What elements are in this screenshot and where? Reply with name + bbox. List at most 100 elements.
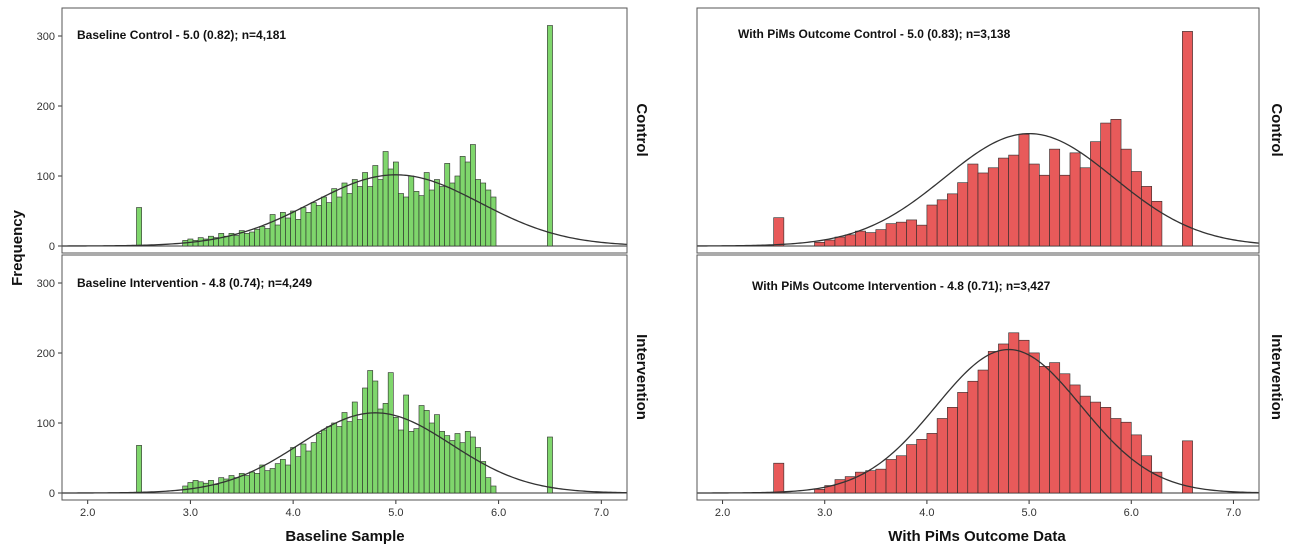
y-tick-label: 200 xyxy=(37,348,55,360)
histogram-bar xyxy=(233,477,240,494)
row-strip-label: Intervention xyxy=(633,334,650,420)
panel-frame xyxy=(61,254,628,501)
histogram-bar xyxy=(1069,152,1081,247)
histogram-bar xyxy=(464,431,471,494)
histogram-bar xyxy=(475,447,481,494)
normal-curve xyxy=(62,412,628,494)
histogram-bar xyxy=(1039,366,1050,494)
histogram-bar xyxy=(295,456,302,494)
histogram-bar xyxy=(906,219,917,247)
y-tick-label: 300 xyxy=(37,278,55,290)
histogram-bar xyxy=(1182,440,1193,494)
histogram-bar xyxy=(187,482,194,494)
histogram-bar xyxy=(1141,186,1153,247)
histogram-bar xyxy=(1141,455,1153,494)
histogram-bar xyxy=(413,428,420,494)
histogram-bar xyxy=(1018,133,1030,247)
histogram-bar xyxy=(331,188,338,247)
x-tick-label: 5.0 xyxy=(1021,507,1036,519)
histogram-bar xyxy=(814,488,826,494)
histogram-bar xyxy=(977,369,989,494)
histogram-bar xyxy=(434,414,440,494)
histogram-bar xyxy=(326,202,332,247)
x-tick-label: 6.0 xyxy=(1124,507,1139,519)
histogram-bar xyxy=(403,196,410,247)
x-tick-label: 5.0 xyxy=(388,507,403,519)
histogram-bar xyxy=(1100,407,1112,494)
histogram-bar xyxy=(1039,174,1050,247)
histogram-bar xyxy=(480,461,487,494)
histogram-bar xyxy=(895,455,907,494)
histogram-bar xyxy=(947,407,958,494)
histogram-bar xyxy=(228,475,235,494)
histogram-bar xyxy=(264,228,271,247)
histogram-bar xyxy=(1018,339,1030,494)
histogram-bar xyxy=(362,387,368,494)
y-tick-label: 100 xyxy=(37,418,55,430)
histogram-bar xyxy=(1049,148,1061,247)
histogram-bar xyxy=(408,175,415,247)
histogram-bar xyxy=(1028,352,1040,494)
histogram-bar xyxy=(249,231,255,247)
panel-baseline-control: 0 100 200 300 Baseline Control - 5.0 (0.82)… xyxy=(37,7,650,254)
panel-annotation-stats: 5.0 (0.83); n=3,138 xyxy=(907,27,1010,41)
histogram-bar xyxy=(387,168,394,247)
histogram-bar xyxy=(824,239,836,247)
histogram-bar xyxy=(208,235,214,247)
x-tick-label: 3.0 xyxy=(183,507,198,519)
y-tick-label: 200 xyxy=(37,101,55,113)
panel-annotation: With PiMs Outcome Control - 5.0 (0.83); … xyxy=(738,27,1011,41)
histogram-bar xyxy=(916,224,928,247)
histogram-bar xyxy=(218,233,225,247)
histogram-bar xyxy=(259,464,266,494)
histogram-bar xyxy=(449,182,456,247)
histogram-bar xyxy=(998,157,1009,247)
row-strip-label: Intervention xyxy=(1268,334,1285,420)
panel-pims-control: With PiMs Outcome Control - 5.0 (0.83); … xyxy=(696,7,1285,254)
panel-annotation-stats: 5.0 (0.82); n=4,181 xyxy=(183,28,286,42)
histogram-bar xyxy=(773,462,785,494)
histogram-bar xyxy=(413,191,420,247)
panel-annotation-label: With PiMs Outcome Intervention - xyxy=(752,279,947,293)
histogram-bar xyxy=(449,440,456,494)
histogram-bar xyxy=(987,167,999,247)
histogram-bar xyxy=(398,193,404,247)
histogram-bar xyxy=(485,189,492,247)
histogram-bar xyxy=(454,175,461,247)
histogram-bar xyxy=(300,443,307,494)
histogram-bar xyxy=(387,372,394,494)
histogram-bar xyxy=(341,182,348,247)
histogram-bar xyxy=(885,459,897,494)
y-tick-label: 300 xyxy=(37,31,55,43)
histogram-bar xyxy=(244,233,250,247)
histogram-bar xyxy=(916,439,928,494)
histogram-bar xyxy=(249,471,255,494)
histogram-bar xyxy=(351,179,358,247)
histogram-bar xyxy=(439,431,445,494)
x-axis-title-right: With PiMs Outcome Data xyxy=(888,528,1066,545)
histogram-bar xyxy=(372,380,379,494)
histogram-bar xyxy=(315,433,322,494)
histogram-bar xyxy=(418,405,425,494)
histogram-bar xyxy=(987,351,999,494)
histogram-bar xyxy=(906,444,917,494)
histogram-bar xyxy=(470,436,476,494)
histogram-bar xyxy=(1151,471,1163,494)
histogram-bar xyxy=(1090,141,1101,247)
histogram-bar xyxy=(274,463,281,494)
histogram-bar xyxy=(1120,148,1132,247)
histogram-bar xyxy=(470,144,476,247)
histogram-bar xyxy=(1130,434,1142,494)
x-tick-label: 2.0 xyxy=(80,507,95,519)
histogram-bar xyxy=(936,199,948,247)
panel-frame xyxy=(696,254,1260,501)
x-tick-label: 3.0 xyxy=(817,507,832,519)
histogram-bar xyxy=(875,468,887,494)
histogram-bar xyxy=(1090,401,1101,494)
histogram-bar xyxy=(1182,31,1193,247)
x-tick-label: 7.0 xyxy=(1226,507,1241,519)
histogram-bar xyxy=(269,214,276,247)
histogram-bar xyxy=(223,235,230,247)
histogram-bar xyxy=(936,418,948,494)
